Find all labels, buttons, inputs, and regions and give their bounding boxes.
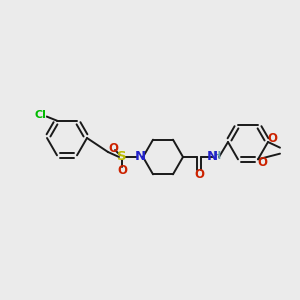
Text: O: O bbox=[194, 167, 204, 181]
Text: O: O bbox=[267, 133, 277, 146]
Text: Cl: Cl bbox=[34, 110, 46, 120]
Text: S: S bbox=[117, 151, 127, 164]
Text: N: N bbox=[134, 151, 146, 164]
Text: O: O bbox=[108, 142, 118, 154]
Text: H: H bbox=[212, 151, 220, 161]
Text: N: N bbox=[206, 151, 218, 164]
Text: O: O bbox=[117, 164, 127, 176]
Text: O: O bbox=[257, 156, 267, 169]
